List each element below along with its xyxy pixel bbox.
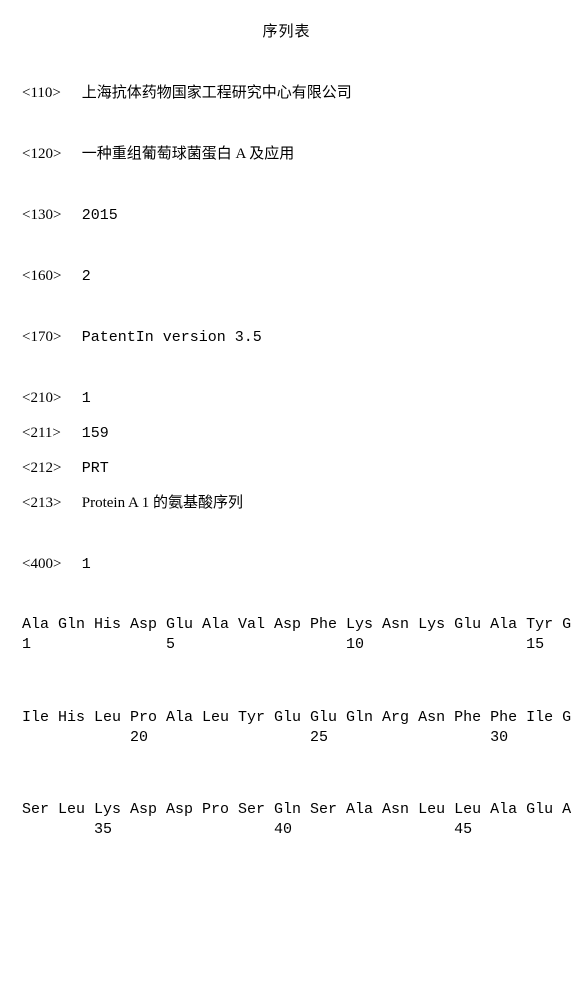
tag-130: <130> — [22, 205, 78, 226]
residues-row-1: Ala Gln His Asp Glu Ala Val Asp Phe Lys … — [22, 615, 551, 635]
entry-400: <400> 1 — [22, 554, 551, 575]
val-400: 1 — [82, 556, 91, 573]
entry-211: <211> 159 — [22, 423, 551, 444]
entry-212: <212> PRT — [22, 458, 551, 479]
val-211: 159 — [82, 425, 109, 442]
tag-212: <212> — [22, 458, 78, 479]
sequence-block: Ala Gln His Asp Glu Ala Val Asp Phe Lys … — [22, 615, 551, 841]
numbers-row-3: 35 40 45 — [22, 820, 551, 840]
val-170: PatentIn version 3.5 — [82, 329, 262, 346]
entry-160: <160> 2 — [22, 266, 551, 287]
entry-170: <170> PatentIn version 3.5 — [22, 327, 551, 348]
numbers-row-2: 20 25 30 — [22, 728, 551, 748]
val-212: PRT — [82, 460, 109, 477]
numbers-row-1: 1 5 10 15 — [22, 635, 551, 655]
entry-213: <213> Protein A 1 的氨基酸序列 — [22, 493, 551, 514]
entry-120: <120> 一种重组葡萄球菌蛋白 A 及应用 — [22, 144, 551, 165]
entry-110: <110> 上海抗体药物国家工程研究中心有限公司 — [22, 83, 551, 104]
tag-170: <170> — [22, 327, 78, 348]
tag-213: <213> — [22, 493, 78, 514]
val-210: 1 — [82, 390, 91, 407]
tag-211: <211> — [22, 423, 78, 444]
entry-210: <210> 1 — [22, 388, 551, 409]
sequence-listing-page: 序列表 <110> 上海抗体药物国家工程研究中心有限公司 <120> 一种重组葡… — [0, 0, 573, 841]
val-130: 2015 — [82, 207, 118, 224]
residues-row-2: Ile His Leu Pro Ala Leu Tyr Glu Glu Gln … — [22, 708, 551, 728]
tag-110: <110> — [22, 83, 78, 104]
val-120: 一种重组葡萄球菌蛋白 A 及应用 — [82, 146, 295, 162]
entry-130: <130> 2015 — [22, 205, 551, 226]
val-160: 2 — [82, 268, 91, 285]
residues-row-3: Ser Leu Lys Asp Asp Pro Ser Gln Ser Ala … — [22, 800, 551, 820]
tag-120: <120> — [22, 144, 78, 165]
val-213: Protein A 1 的氨基酸序列 — [82, 495, 243, 511]
tag-400: <400> — [22, 554, 78, 575]
val-110: 上海抗体药物国家工程研究中心有限公司 — [82, 85, 352, 101]
tag-210: <210> — [22, 388, 78, 409]
page-title: 序列表 — [22, 22, 551, 43]
tag-160: <160> — [22, 266, 78, 287]
